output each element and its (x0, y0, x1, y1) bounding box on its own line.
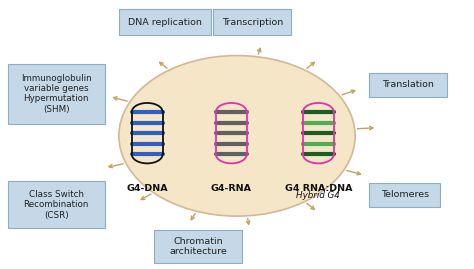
Text: Immunoglobulin
variable genes
Hypermutation
(SHM): Immunoglobulin variable genes Hypermutat… (21, 74, 91, 114)
Text: DNA replication: DNA replication (128, 18, 202, 27)
FancyBboxPatch shape (155, 229, 242, 263)
FancyBboxPatch shape (119, 9, 211, 36)
Text: G4-RNA: G4-RNA (211, 183, 252, 193)
Text: Telomeres: Telomeres (381, 190, 429, 199)
Text: G4-DNA: G4-DNA (127, 183, 168, 193)
Text: Chromatin
architecture: Chromatin architecture (169, 236, 227, 256)
Text: G4 RNA:DNA: G4 RNA:DNA (284, 183, 352, 193)
Text: Class Switch
Recombination
(CSR): Class Switch Recombination (CSR) (24, 190, 89, 220)
Ellipse shape (119, 56, 355, 216)
FancyBboxPatch shape (213, 9, 292, 36)
FancyBboxPatch shape (369, 183, 440, 207)
Text: Translation: Translation (383, 80, 434, 90)
FancyBboxPatch shape (8, 181, 105, 228)
FancyBboxPatch shape (8, 63, 105, 124)
Text: Transcription: Transcription (222, 18, 283, 27)
Text: Hybrid G4: Hybrid G4 (296, 191, 340, 200)
FancyBboxPatch shape (369, 73, 447, 97)
